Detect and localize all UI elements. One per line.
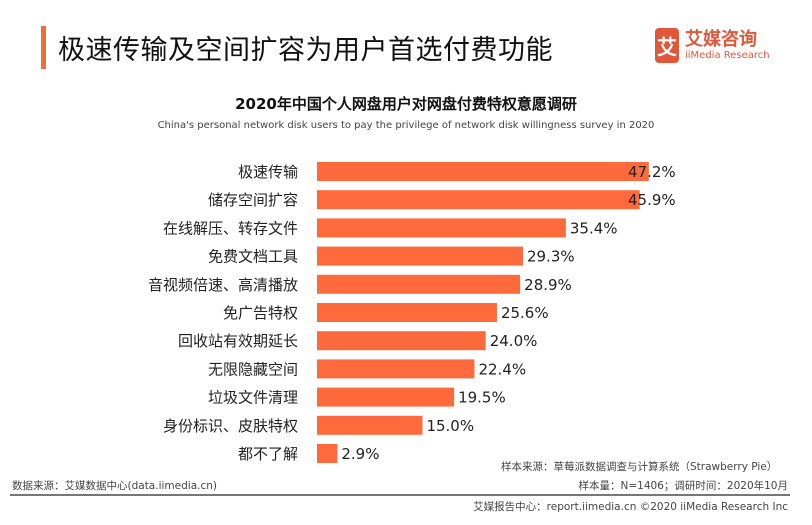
category-label: 垃圾文件清理	[208, 389, 298, 407]
value-label: 29.3%	[527, 248, 575, 266]
value-label: 2.9%	[341, 445, 379, 463]
sample-source: 样本来源：草莓派数据调查与计算系统（Strawberry Pie）	[501, 461, 778, 473]
iimedia-logo: 艾 艾媒咨询 iiMedia Research	[655, 28, 770, 63]
bar	[317, 415, 423, 435]
value-label: 22.4%	[478, 360, 526, 378]
bar	[317, 303, 497, 322]
value-label: 45.9%	[628, 191, 676, 209]
value-label: 25.6%	[501, 304, 549, 322]
bar	[317, 218, 566, 238]
value-label: 15.0%	[426, 417, 474, 435]
value-label: 35.4%	[570, 219, 618, 237]
bar	[317, 274, 521, 294]
bar	[317, 246, 523, 266]
title-accent-bar	[41, 26, 46, 69]
bar	[317, 387, 455, 407]
category-label: 无限隐藏空间	[208, 360, 298, 378]
category-label: 在线解压、转存文件	[163, 219, 298, 237]
sample-size: 样本量：N=1406；调研时间：2020年10月	[578, 480, 788, 492]
category-label: 音视频倍速、高清播放	[148, 276, 298, 294]
category-label: 免广告特权	[223, 304, 298, 322]
category-label: 储存空间扩容	[208, 191, 298, 209]
category-label: 极速传输	[238, 163, 298, 181]
bar	[317, 162, 649, 181]
value-label: 24.0%	[490, 332, 538, 350]
bar	[317, 359, 475, 379]
logo-mark: 艾	[655, 28, 679, 63]
bar	[317, 331, 486, 351]
bar	[317, 190, 640, 210]
chart-subtitle: China's personal network disk users to p…	[157, 120, 655, 131]
category-label: 都不了解	[238, 445, 298, 463]
chart-title: 2020年中国个人网盘用户对网盘付费特权意愿调研	[235, 95, 577, 113]
value-label: 19.5%	[458, 389, 506, 407]
category-label: 身份标识、皮肤特权	[163, 417, 298, 435]
value-label: 28.9%	[524, 276, 572, 294]
logo-en: iiMedia Research	[685, 49, 770, 61]
data-source: 数据来源：艾媒数据中心(data.iimedia.cn)	[12, 480, 217, 492]
report-credit: 艾媒报告中心：report.iimedia.cn ©2020 iiMedia R…	[473, 501, 788, 513]
bar	[317, 444, 338, 463]
category-label: 免费文档工具	[208, 248, 298, 266]
footer-divider	[10, 494, 790, 496]
value-label: 47.2%	[628, 163, 676, 181]
page-title: 极速传输及空间扩容为用户首选付费功能	[58, 35, 553, 66]
logo-cn: 艾媒咨询	[685, 28, 757, 50]
category-label: 回收站有效期延长	[178, 332, 298, 350]
